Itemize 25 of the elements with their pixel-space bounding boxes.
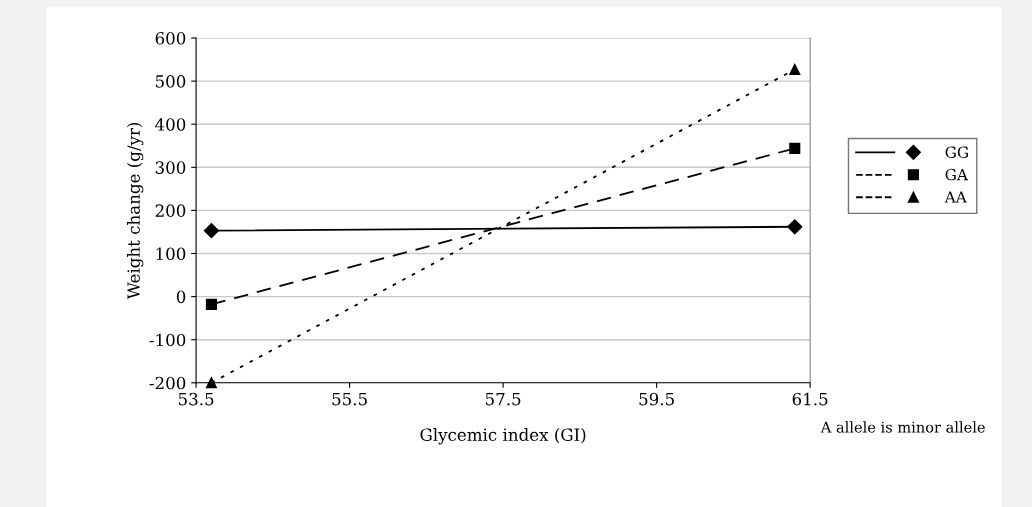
x-tick-label: 53.5 [178, 392, 214, 406]
x-tick-label: 57.5 [485, 393, 521, 406]
y-tick-label: -200 [149, 376, 186, 390]
text: A allele is minor allele [820, 421, 985, 433]
y-tick-label: 200 [155, 204, 186, 217]
x-tick-label: 59.5 [639, 392, 674, 406]
legend-label: GG [945, 146, 968, 158]
y-tick-label: 400 [155, 118, 186, 131]
point [789, 142, 801, 154]
y-axis-title: Weight change (g/yr) [126, 122, 144, 300]
point [203, 223, 220, 239]
x-axis-title: Glycemic index (GI) [420, 428, 586, 445]
legend-label: GA [945, 168, 969, 181]
y-tick-label: 100 [156, 247, 186, 261]
y-tick-label: -100 [149, 333, 186, 347]
point [787, 219, 803, 235]
point [789, 63, 801, 76]
y-tick-label: 0 [176, 290, 186, 304]
x-tick-label: 61.5 [792, 392, 828, 406]
y-tick-label: 300 [155, 161, 186, 174]
y-tick-label: 500 [155, 75, 186, 88]
legend-label: AA [944, 191, 967, 203]
point [205, 298, 217, 310]
x-tick-label: 55.5 [332, 393, 367, 406]
y-tick-label: 600 [155, 31, 186, 45]
